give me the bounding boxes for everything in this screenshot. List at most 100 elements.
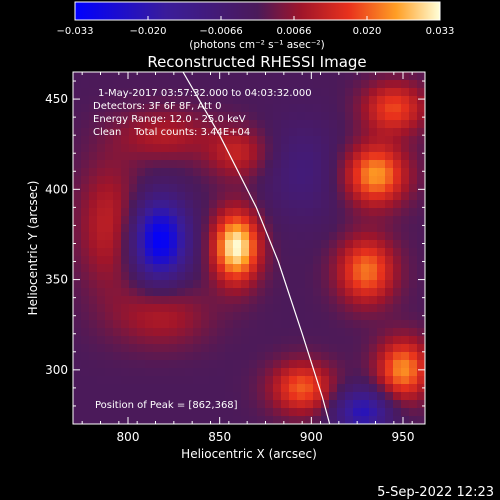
heatmap-cell <box>281 384 290 393</box>
heatmap-cell <box>161 376 170 385</box>
heatmap-cell <box>385 368 394 377</box>
heatmap-cell <box>329 208 338 217</box>
heatmap-cell <box>137 280 146 289</box>
heatmap-cell <box>361 328 370 337</box>
heatmap-cell <box>129 104 138 113</box>
heatmap-cell <box>369 360 378 369</box>
heatmap-cell <box>353 280 362 289</box>
heatmap-cell <box>137 256 146 265</box>
heatmap-cell <box>393 152 402 161</box>
heatmap-cell <box>121 368 130 377</box>
heatmap-cell <box>321 320 330 329</box>
heatmap-cell <box>417 168 425 177</box>
heatmap-cell <box>401 264 410 273</box>
heatmap-cell <box>257 392 266 401</box>
heatmap-cell <box>353 392 362 401</box>
heatmap-cell <box>129 264 138 273</box>
heatmap-cell <box>345 232 354 241</box>
heatmap-cell <box>209 392 218 401</box>
heatmap-cell <box>217 216 226 225</box>
heatmap-cell <box>305 128 314 137</box>
heatmap-cell <box>417 320 425 329</box>
heatmap-cell <box>121 296 130 305</box>
heatmap-cell <box>289 256 298 265</box>
heatmap-cell <box>209 368 218 377</box>
heatmap-cell <box>145 208 154 217</box>
heatmap-cell <box>129 112 138 121</box>
heatmap-cell <box>233 376 242 385</box>
heatmap-cell <box>353 72 362 81</box>
heatmap-cell <box>89 344 98 353</box>
heatmap-cell <box>417 264 425 273</box>
x-tick-label: 900 <box>300 430 323 444</box>
heatmap-cell <box>89 288 98 297</box>
heatmap-cell <box>137 272 146 281</box>
heatmap-cell <box>241 144 250 153</box>
heatmap-cell <box>409 408 418 417</box>
heatmap-cell <box>313 192 322 201</box>
heatmap-cell <box>369 136 378 145</box>
heatmap-cell <box>97 344 106 353</box>
heatmap-cell <box>233 392 242 401</box>
heatmap-cell <box>81 384 90 393</box>
heatmap-cell <box>233 304 242 313</box>
heatmap-cell <box>257 160 266 169</box>
heatmap-cell <box>409 360 418 369</box>
heatmap-cell <box>297 256 306 265</box>
heatmap-cell <box>353 112 362 121</box>
heatmap-cell <box>89 248 98 257</box>
heatmap-cell <box>217 80 226 89</box>
heatmap-cell <box>225 168 234 177</box>
heatmap-cell <box>169 216 178 225</box>
heatmap-cell <box>161 352 170 361</box>
heatmap-cell <box>353 288 362 297</box>
heatmap-cell <box>401 272 410 281</box>
heatmap-cell <box>393 320 402 329</box>
heatmap-cell <box>233 128 242 137</box>
heatmap-cell <box>193 88 202 97</box>
heatmap-cell <box>241 104 250 113</box>
heatmap-cell <box>249 376 258 385</box>
x-tick-label: 850 <box>208 430 231 444</box>
heatmap-cell <box>201 112 210 121</box>
heatmap-cell <box>289 128 298 137</box>
heatmap-cell <box>273 104 282 113</box>
heatmap-cell <box>289 328 298 337</box>
heatmap-cell <box>233 328 242 337</box>
heatmap-cell <box>409 232 418 241</box>
heatmap-cell <box>241 88 250 97</box>
y-tick-label: 450 <box>45 92 68 106</box>
heatmap-cell <box>361 200 370 209</box>
heatmap-cell <box>265 360 274 369</box>
heatmap-cell <box>177 288 186 297</box>
heatmap-cell <box>337 352 346 361</box>
heatmap-cell <box>145 224 154 233</box>
heatmap-cell <box>297 232 306 241</box>
heatmap-cell <box>137 152 146 161</box>
heatmap-cell <box>281 160 290 169</box>
heatmap-cell <box>113 144 122 153</box>
heatmap-cell <box>97 104 106 113</box>
heatmap-cell <box>161 128 170 137</box>
heatmap-cell <box>417 240 425 249</box>
heatmap-cell <box>81 312 90 321</box>
heatmap-cell <box>129 72 138 81</box>
heatmap-cell <box>409 144 418 153</box>
heatmap-cell <box>417 192 425 201</box>
heatmap-cell <box>73 128 82 137</box>
heatmap-cell <box>161 104 170 113</box>
heatmap-cell <box>73 264 82 273</box>
heatmap-cell <box>209 192 218 201</box>
heatmap-cell <box>337 232 346 241</box>
heatmap-cell <box>377 376 386 385</box>
heatmap-cell <box>113 136 122 145</box>
heatmap-cell <box>321 328 330 337</box>
heatmap-cell <box>305 328 314 337</box>
heatmap-cell <box>201 224 210 233</box>
heatmap-cell <box>337 176 346 185</box>
heatmap-cell <box>377 264 386 273</box>
heatmap-cell <box>169 408 178 417</box>
heatmap-cell <box>265 328 274 337</box>
heatmap-cell <box>233 192 242 201</box>
heatmap-cell <box>289 200 298 209</box>
